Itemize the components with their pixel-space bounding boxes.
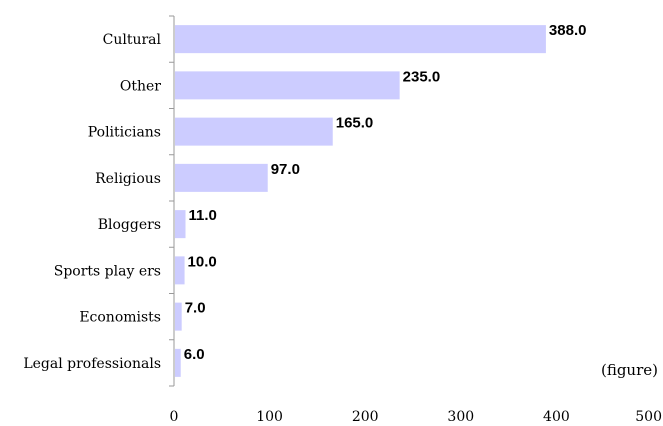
x-tick-label: 300	[447, 409, 474, 425]
x-tick-label: 400	[543, 409, 570, 425]
y-axis-ticks	[169, 15, 174, 387]
bars-group	[175, 25, 546, 377]
bar	[175, 117, 333, 146]
bar	[175, 348, 181, 377]
category-label: Economists	[79, 310, 161, 326]
bar	[175, 302, 182, 331]
x-tick-label: 200	[352, 409, 379, 425]
category-label: Religious	[95, 171, 161, 187]
data-label: 235.0	[403, 68, 441, 85]
data-label: 11.0	[189, 207, 217, 224]
category-labels-group: Cultural Other Politicians Religious Blogger…	[23, 32, 161, 372]
data-label: 6.0	[184, 346, 205, 363]
bar	[175, 25, 546, 54]
data-label: 7.0	[185, 300, 206, 317]
category-label: Politicians	[88, 125, 161, 141]
data-label: 10.0	[188, 253, 217, 270]
unit-note: (figure)	[601, 361, 658, 379]
x-axis-tick-labels: 0 100 200 300 400 500	[170, 409, 662, 425]
category-label: Sports play ers	[54, 263, 161, 279]
x-tick-label: 100	[256, 409, 283, 425]
data-label: 165.0	[336, 115, 374, 132]
x-tick-label: 500	[635, 409, 662, 425]
bar	[175, 71, 400, 100]
value-labels-group: 388.0 235.0 165.0 97.0 11.0 10.0 7.0 6.0	[184, 22, 587, 363]
category-label: Bloggers	[98, 217, 161, 233]
bar	[175, 163, 268, 192]
category-label: Cultural	[103, 32, 162, 48]
bar	[175, 256, 185, 285]
data-label: 388.0	[549, 22, 587, 39]
category-label: Other	[120, 78, 161, 94]
bar	[175, 210, 186, 239]
data-label: 97.0	[271, 161, 300, 178]
x-tick-label: 0	[170, 409, 179, 425]
category-label: Legal professionals	[23, 356, 161, 372]
